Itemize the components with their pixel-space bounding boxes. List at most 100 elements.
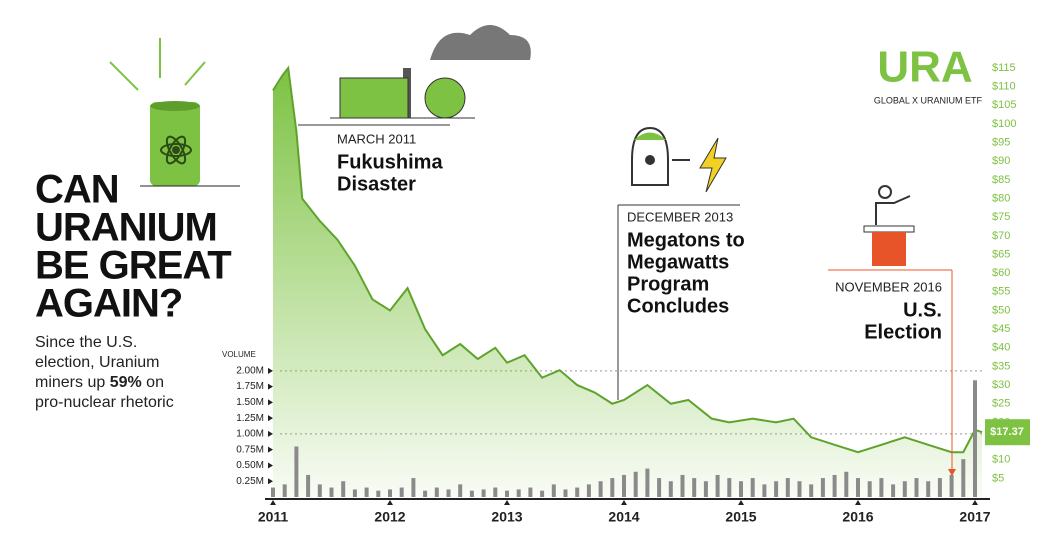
volume-tick xyxy=(268,383,273,390)
volume-bar xyxy=(364,487,369,497)
volume-bar xyxy=(294,446,299,497)
volume-bar xyxy=(469,490,474,497)
x-tick xyxy=(738,500,744,505)
event-title: Megawatts xyxy=(627,251,729,273)
volume-tick-label: 1.00M xyxy=(236,429,264,440)
volume-tick xyxy=(268,367,273,374)
y-tick-label: $85 xyxy=(992,174,1010,186)
volume-bar xyxy=(481,489,486,497)
volume-bar xyxy=(306,474,311,497)
volume-bar xyxy=(926,481,931,497)
x-tick-label: 2015 xyxy=(725,509,756,525)
volume-tick xyxy=(268,399,273,406)
volume-bar xyxy=(551,484,556,497)
y-tick-label: $70 xyxy=(992,230,1010,242)
y-tick-label: $60 xyxy=(992,267,1010,279)
volume-bar xyxy=(376,490,381,497)
volume-bar xyxy=(902,481,907,497)
volume-bar xyxy=(317,484,322,497)
podium-icon xyxy=(863,185,915,266)
volume-bar xyxy=(598,481,603,497)
y-tick-label: $100 xyxy=(992,118,1016,130)
volume-bar xyxy=(352,489,357,497)
volume-tick-label: 0.75M xyxy=(236,444,264,455)
event-arrow xyxy=(948,469,956,476)
y-tick-label: $40 xyxy=(992,342,1010,354)
volume-bar xyxy=(774,481,779,497)
volume-bar xyxy=(540,490,545,497)
volume-bar xyxy=(282,484,287,497)
volume-bar xyxy=(937,478,942,497)
volume-bar xyxy=(423,490,428,497)
volume-bar xyxy=(973,380,977,497)
y-tick-label: $5 xyxy=(992,472,1004,484)
volume-bar xyxy=(785,478,790,497)
subtext-before: Since the U.S. election, Uranium miners … xyxy=(35,334,160,391)
subtext: Since the U.S. election, Uranium miners … xyxy=(35,333,185,413)
volume-bar xyxy=(809,484,814,497)
volume-bar xyxy=(563,489,568,497)
y-tick-label: $110 xyxy=(992,81,1016,93)
volume-bar xyxy=(633,471,638,497)
x-tick-label: 2017 xyxy=(959,509,990,525)
y-tick-label: $45 xyxy=(992,323,1010,335)
y-tick-label: $15 xyxy=(992,435,1010,447)
volume-tick-label: 1.25M xyxy=(236,413,264,424)
y-tick-label: $25 xyxy=(992,398,1010,410)
volume-tick xyxy=(268,446,273,453)
ticker-subtitle: GLOBAL X URANIUM ETF xyxy=(874,95,983,105)
event-title: U.S. xyxy=(903,299,942,321)
y-tick-label: $115 xyxy=(992,62,1016,74)
volume-bar xyxy=(516,489,521,497)
x-tick-label: 2013 xyxy=(491,509,522,525)
x-tick-label: 2016 xyxy=(842,509,873,525)
volume-tick xyxy=(268,478,273,485)
volume-bar xyxy=(329,487,334,497)
headline-line: BE GREAT xyxy=(35,244,231,288)
volume-bar xyxy=(715,474,720,497)
x-tick-label: 2012 xyxy=(374,509,405,525)
y-tick-label: $105 xyxy=(992,99,1016,111)
volume-tick xyxy=(268,415,273,422)
y-tick-label: $10 xyxy=(992,454,1010,466)
y-tick-label: $80 xyxy=(992,192,1010,204)
event-date: NOVEMBER 2016 xyxy=(835,279,942,294)
event-date: DECEMBER 2013 xyxy=(627,209,733,224)
value-label-box xyxy=(985,419,1030,446)
event-title: Fukushima xyxy=(337,151,443,173)
volume-bar xyxy=(832,474,837,497)
volume-bar xyxy=(622,474,626,497)
volume-bar xyxy=(399,487,404,497)
volume-bar xyxy=(703,481,708,497)
x-tick xyxy=(270,500,276,505)
volume-bar xyxy=(797,481,802,497)
volume-bar xyxy=(727,478,732,497)
volume-bar xyxy=(844,471,849,497)
y-tick-label: $90 xyxy=(992,155,1010,167)
volume-tick-label: 0.50M xyxy=(236,460,264,471)
volume-bar xyxy=(692,478,697,497)
event-title: Program xyxy=(627,273,709,295)
volume-bar xyxy=(879,478,884,497)
volume-bar xyxy=(458,484,463,497)
volume-bar xyxy=(739,481,743,497)
volume-bar xyxy=(867,481,872,497)
y-tick-label: $35 xyxy=(992,360,1010,372)
headline-line: CAN xyxy=(35,168,119,212)
volume-bar xyxy=(762,484,767,497)
value-label: $17.37 xyxy=(990,426,1024,438)
volume-bar xyxy=(657,478,662,497)
volume-bar xyxy=(493,487,498,497)
y-tick-label: $95 xyxy=(992,137,1010,149)
volume-bar xyxy=(528,487,533,497)
x-tick xyxy=(621,500,627,505)
event-title: Disaster xyxy=(337,173,416,195)
volume-label: VOLUME xyxy=(222,350,256,359)
event-title: Election xyxy=(864,321,942,343)
x-tick-label: 2014 xyxy=(608,509,639,525)
warhead-icon xyxy=(631,126,727,193)
volume-bar xyxy=(891,484,896,497)
volume-bar xyxy=(914,478,919,497)
barrel-icon xyxy=(109,38,240,187)
